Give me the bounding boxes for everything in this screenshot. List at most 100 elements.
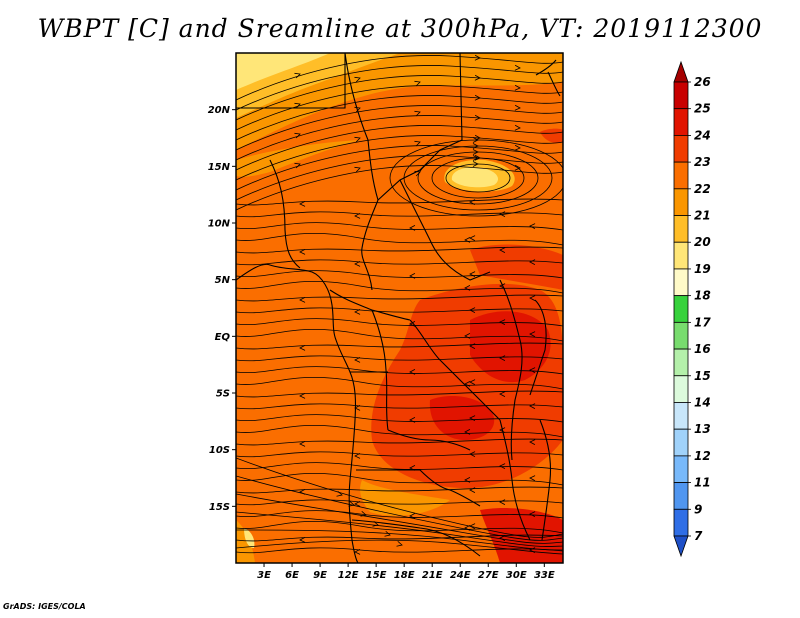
lon-tick-label: 30E <box>506 570 527 581</box>
streamline-arrow <box>384 531 391 537</box>
lon-tick-label: 6E <box>285 570 299 581</box>
streamline-arrow <box>514 124 521 131</box>
streamline-arrow <box>396 541 403 547</box>
streamline-arrow <box>299 201 306 207</box>
streamline <box>389 139 563 217</box>
streamline-arrow <box>499 319 506 326</box>
lat-tick-label: 10N <box>208 219 231 230</box>
colorbar-swatch <box>673 402 689 430</box>
streamline-arrow <box>469 379 476 386</box>
streamline <box>417 151 539 205</box>
streamline-arrow <box>529 295 536 302</box>
lon-tick-label: 15E <box>366 570 387 581</box>
colorbar-label: 19 <box>694 262 711 276</box>
colorbar-label: 26 <box>694 75 711 89</box>
streamline <box>236 198 563 206</box>
streamline-arrow <box>294 72 301 79</box>
streamline <box>236 390 563 398</box>
lat-tick-label: 20N <box>208 105 231 116</box>
streamline <box>236 294 563 302</box>
streamline-arrow <box>469 307 476 314</box>
streamline-arrow <box>529 475 536 482</box>
streamline-arrow <box>514 84 521 91</box>
streamline-arrow <box>414 140 421 147</box>
streamline-arrow <box>414 80 421 87</box>
streamline-arrow <box>514 64 521 71</box>
streamline-arrow <box>354 261 361 267</box>
streamline <box>445 163 511 193</box>
colorbar-swatch <box>673 482 689 510</box>
streamline <box>236 155 563 201</box>
colorbar-swatch <box>673 375 689 403</box>
streamline-arrow <box>472 149 479 155</box>
streamline-arrow <box>414 110 421 117</box>
colorbar-label: 12 <box>694 449 711 463</box>
streamline <box>236 414 563 423</box>
latitude-axis: 20N 15N 10N 5N EQ 5S 10S 15S <box>208 105 236 513</box>
streamline <box>236 529 563 551</box>
colorbar-label: 24 <box>694 128 711 142</box>
lat-tick-label: 15S <box>209 502 230 513</box>
colorbar-label: 20 <box>694 235 711 249</box>
streamline-arrow <box>348 501 355 507</box>
streamline-arrow <box>474 54 481 61</box>
streamline <box>236 55 563 101</box>
streamline-arrow <box>514 144 521 151</box>
lon-tick-label: 18E <box>394 570 415 581</box>
lon-tick-label: 21E <box>422 570 443 581</box>
streamline-arrow <box>469 487 476 494</box>
country-boundaries <box>236 53 561 563</box>
streamline-arrow <box>294 162 301 169</box>
streamline-arrow <box>499 463 506 470</box>
streamline <box>236 328 563 342</box>
streamline <box>236 246 563 254</box>
streamline <box>236 376 563 390</box>
lon-tick-label: 33E <box>534 570 555 581</box>
streamline-arrow <box>529 511 536 518</box>
colorbar-label: 14 <box>694 395 711 409</box>
software-credit: GrADS: IGES/COLA <box>3 602 86 611</box>
streamline <box>236 135 563 181</box>
streamline-arrow <box>354 76 361 83</box>
streamline <box>236 539 563 555</box>
colorbar-swatch <box>673 295 689 323</box>
colorbar-swatch <box>673 535 689 558</box>
longitude-axis: 3E 6E 9E 12E 15E 18E 21E 24E 27E 30E 33E <box>257 563 555 581</box>
colorbar-swatch <box>673 321 689 350</box>
streamline-arrow <box>529 331 536 338</box>
streamline <box>236 366 563 375</box>
lat-tick-label: 10S <box>209 445 230 456</box>
streamline <box>236 145 563 191</box>
streamline-arrow <box>409 369 416 375</box>
streamline-arrow <box>294 102 301 109</box>
streamline <box>236 534 563 542</box>
streamline-arrow <box>514 104 521 111</box>
streamline-arrow <box>529 259 536 266</box>
streamline-arrow <box>354 136 361 143</box>
streamline <box>236 318 563 327</box>
colorbar-label: 11 <box>694 476 711 490</box>
colorbar-swatch <box>673 348 689 377</box>
streamline-arrow <box>529 439 536 446</box>
streamline-arrow <box>409 273 416 279</box>
streamline-arrow <box>464 333 471 339</box>
colorbar-swatch <box>673 428 689 457</box>
streamline-arrow <box>499 247 506 254</box>
streamline <box>236 115 563 161</box>
streamline-arrow <box>360 511 367 517</box>
streamline-arrow <box>529 223 536 230</box>
streamline-arrow <box>409 513 416 519</box>
colorbar-label: 21 <box>694 209 711 223</box>
streamline <box>236 438 563 446</box>
lat-tick-label: 15N <box>208 162 231 173</box>
streamline-arrow <box>354 213 361 219</box>
streamline-arrow <box>472 155 479 161</box>
streamline <box>236 259 563 266</box>
lon-tick-label: 3E <box>257 570 271 581</box>
streamline-arrow <box>464 285 471 291</box>
streamline <box>236 211 563 218</box>
streamline-arrow <box>464 237 471 243</box>
map-title: WBPT [C] and Sreamline at 300hPa, VT: 20… <box>37 14 763 43</box>
streamline-arrow <box>299 249 306 255</box>
streamline <box>236 307 563 314</box>
